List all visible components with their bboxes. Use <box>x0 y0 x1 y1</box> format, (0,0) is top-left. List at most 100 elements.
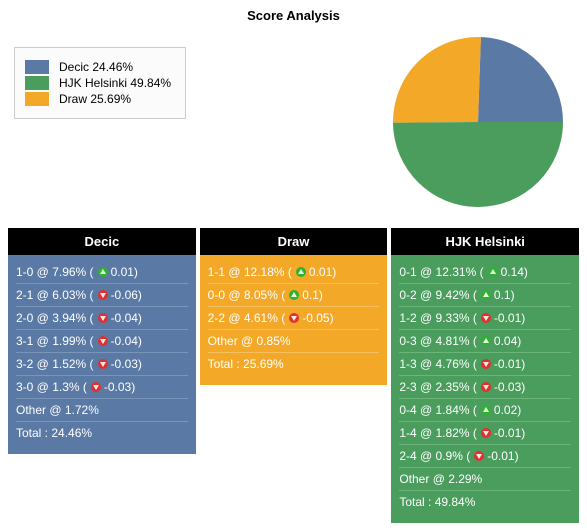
score-delta: -0.01) <box>494 311 525 325</box>
score-delta: -0.01) <box>494 357 525 371</box>
score-text: 2-2 @ 4.61% ( <box>208 311 286 325</box>
legend-item: HJK Helsinki 49.84% <box>25 76 171 90</box>
score-delta: -0.04) <box>111 311 142 325</box>
score-text: 2-0 @ 3.94% ( <box>16 311 94 325</box>
arrow-up-icon <box>296 267 306 277</box>
score-delta: 0.1) <box>302 288 323 302</box>
legend-box: Decic 24.46% HJK Helsinki 49.84% Draw 25.6… <box>14 47 186 119</box>
score-row: 2-0 @ 3.94% ( -0.04) <box>14 307 190 329</box>
score-text: Other @ 0.85% <box>208 334 291 348</box>
score-row: 0-1 @ 12.31% ( 0.14) <box>397 261 573 283</box>
score-row: Total : 24.46% <box>14 422 190 444</box>
score-row: Other @ 1.72% <box>14 399 190 421</box>
column-header: Draw <box>200 228 388 255</box>
arrow-up-icon <box>481 290 491 300</box>
score-row: 3-0 @ 1.3% ( -0.03) <box>14 376 190 398</box>
legend-item: Decic 24.46% <box>25 60 171 74</box>
score-text: 2-4 @ 0.9% ( <box>399 449 470 463</box>
column-body: 1-1 @ 12.18% ( 0.01)0-0 @ 8.05% ( 0.1)2-… <box>200 255 388 385</box>
score-delta: -0.01) <box>494 426 525 440</box>
score-row: Total : 49.84% <box>397 491 573 513</box>
arrow-down-icon <box>91 382 101 392</box>
score-text: 1-1 @ 12.18% ( <box>208 265 292 279</box>
score-row: 0-3 @ 4.81% ( 0.04) <box>397 330 573 352</box>
score-delta: -0.05) <box>302 311 333 325</box>
score-row: Other @ 2.29% <box>397 468 573 490</box>
arrow-down-icon <box>98 359 108 369</box>
arrow-down-icon <box>474 451 484 461</box>
score-row: 2-3 @ 2.35% ( -0.03) <box>397 376 573 398</box>
score-text: 0-1 @ 12.31% ( <box>399 265 483 279</box>
legend-label: Draw 25.69% <box>59 92 131 106</box>
score-columns: Decic 1-0 @ 7.96% ( 0.01) 2-1 @ 6.03% ( -0… <box>8 228 579 523</box>
legend-swatch <box>25 60 49 74</box>
arrow-up-icon <box>481 405 491 415</box>
arrow-down-icon <box>481 382 491 392</box>
score-row: 1-3 @ 4.76% ( -0.01) <box>397 353 573 375</box>
page-title: Score Analysis <box>8 8 579 23</box>
pie-slice <box>478 37 563 122</box>
score-row: 2-4 @ 0.9% ( -0.01) <box>397 445 573 467</box>
score-row: 0-0 @ 8.05% ( 0.1) <box>206 284 382 306</box>
pie-chart <box>393 37 563 210</box>
score-text: 3-2 @ 1.52% ( <box>16 357 94 371</box>
score-delta: 0.04) <box>494 334 521 348</box>
score-text: Total : 49.84% <box>399 495 475 509</box>
score-text: 1-2 @ 9.33% ( <box>399 311 477 325</box>
arrow-down-icon <box>481 313 491 323</box>
arrow-down-icon <box>481 359 491 369</box>
score-row: 0-4 @ 1.84% ( 0.02) <box>397 399 573 421</box>
score-delta: 0.01) <box>111 265 138 279</box>
score-text: 1-3 @ 4.76% ( <box>399 357 477 371</box>
score-text: 0-4 @ 1.84% ( <box>399 403 477 417</box>
score-delta: 0.02) <box>494 403 521 417</box>
score-text: Other @ 2.29% <box>399 472 482 486</box>
score-row: 1-4 @ 1.82% ( -0.01) <box>397 422 573 444</box>
score-text: 1-0 @ 7.96% ( <box>16 265 94 279</box>
column-header: HJK Helsinki <box>391 228 579 255</box>
score-text: 0-0 @ 8.05% ( <box>208 288 286 302</box>
legend-label: Decic 24.46% <box>59 60 133 74</box>
legend-item: Draw 25.69% <box>25 92 171 106</box>
score-delta: -0.04) <box>111 334 142 348</box>
score-delta: -0.06) <box>111 288 142 302</box>
top-row: Decic 24.46% HJK Helsinki 49.84% Draw 25.6… <box>8 37 579 210</box>
score-row: Other @ 0.85% <box>206 330 382 352</box>
score-delta: 0.14) <box>501 265 528 279</box>
arrow-up-icon <box>289 290 299 300</box>
pie-slice <box>393 37 481 123</box>
score-row: 2-2 @ 4.61% ( -0.05) <box>206 307 382 329</box>
score-text: 0-2 @ 9.42% ( <box>399 288 477 302</box>
score-column: Draw1-1 @ 12.18% ( 0.01)0-0 @ 8.05% ( 0.… <box>200 228 388 523</box>
legend-swatch <box>25 76 49 90</box>
score-row: 3-2 @ 1.52% ( -0.03) <box>14 353 190 375</box>
arrow-down-icon <box>481 428 491 438</box>
arrow-down-icon <box>98 313 108 323</box>
legend-swatch <box>25 92 49 106</box>
score-column: HJK Helsinki 0-1 @ 12.31% ( 0.14) 0-2 @ 9.… <box>391 228 579 523</box>
score-text: 2-3 @ 2.35% ( <box>399 380 477 394</box>
arrow-down-icon <box>98 290 108 300</box>
score-row: 3-1 @ 1.99% ( -0.04) <box>14 330 190 352</box>
score-text: Total : 24.46% <box>16 426 92 440</box>
score-delta: -0.03) <box>494 380 525 394</box>
score-row: 2-1 @ 6.03% ( -0.06) <box>14 284 190 306</box>
column-body: 1-0 @ 7.96% ( 0.01)2-1 @ 6.03% ( -0.06)2… <box>8 255 196 454</box>
column-body: 0-1 @ 12.31% ( 0.14) 0-2 @ 9.42% ( 0.1) 1-… <box>391 255 579 523</box>
score-text: 1-4 @ 1.82% ( <box>399 426 477 440</box>
score-delta: -0.03) <box>104 380 135 394</box>
score-delta: 0.1) <box>494 288 515 302</box>
score-text: Total : 25.69% <box>208 357 284 371</box>
arrow-up-icon <box>98 267 108 277</box>
score-text: Other @ 1.72% <box>16 403 99 417</box>
pie-slice <box>393 122 563 207</box>
score-delta: -0.03) <box>111 357 142 371</box>
score-text: 2-1 @ 6.03% ( <box>16 288 94 302</box>
score-row: 1-1 @ 12.18% ( 0.01) <box>206 261 382 283</box>
score-column: Decic 1-0 @ 7.96% ( 0.01) 2-1 @ 6.03% ( -0… <box>8 228 196 523</box>
column-header: Decic <box>8 228 196 255</box>
arrow-down-icon <box>98 336 108 346</box>
score-text: 0-3 @ 4.81% ( <box>399 334 477 348</box>
legend-label: HJK Helsinki 49.84% <box>59 76 171 90</box>
score-delta: -0.01) <box>487 449 518 463</box>
